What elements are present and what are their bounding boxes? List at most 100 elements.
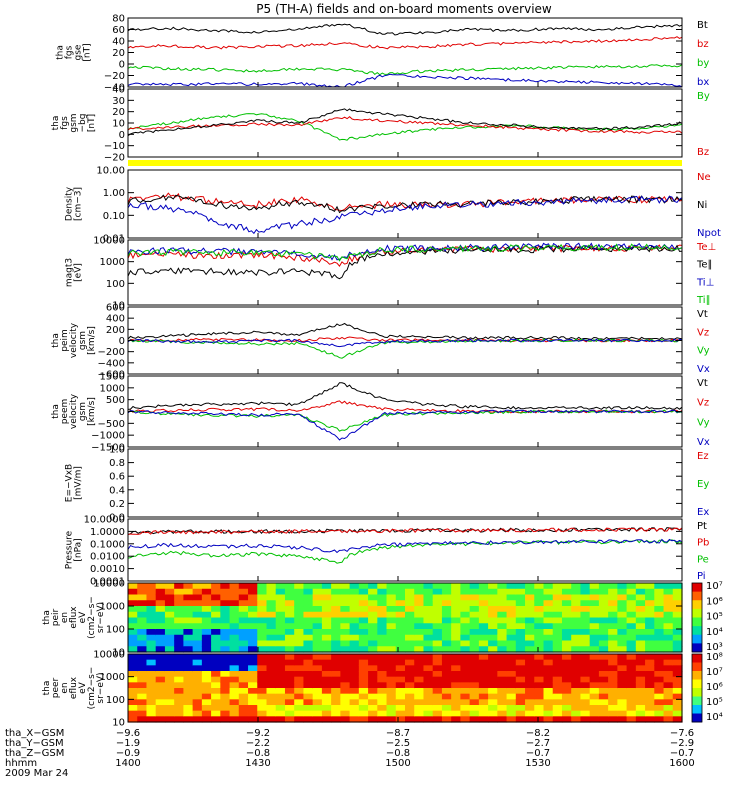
spectrogram-cell [571, 583, 582, 590]
spectrogram-cell [645, 682, 655, 689]
spectrogram-cell [469, 600, 480, 607]
spectrogram-cell [635, 611, 646, 619]
spectrogram-cell [183, 623, 194, 630]
spectrogram-cell [183, 654, 194, 661]
spectrogram-cell [635, 688, 646, 695]
spectrogram-cell [460, 693, 471, 700]
spectrogram-cell [312, 659, 323, 666]
spectrogram-cell [294, 688, 305, 695]
spectrogram-cell [451, 583, 461, 590]
spectrogram-cell [423, 617, 434, 624]
spectrogram-cell [303, 716, 314, 723]
spectrogram-cell [460, 611, 471, 619]
spectrogram-cell [386, 640, 397, 647]
spectrogram-cell [137, 693, 148, 700]
spectrogram-cell [155, 671, 166, 678]
spectrogram-cell [561, 705, 572, 712]
spectrogram-cell [414, 640, 425, 647]
spectrogram-cell [146, 623, 157, 630]
spectrogram-cell [192, 659, 203, 666]
spectrogram-cell [395, 617, 406, 624]
spectrogram-cell [645, 671, 655, 678]
spectrogram-cell [368, 688, 378, 695]
spectrogram-cell [174, 646, 184, 653]
spectrogram-cell [303, 693, 314, 700]
spectrogram-cell [183, 600, 194, 607]
spectrogram-cell [608, 640, 618, 647]
spectrogram-cell [608, 693, 618, 700]
spectrogram-cell [368, 682, 378, 689]
spectrogram-cell [275, 671, 286, 678]
spectrogram-cell [128, 611, 138, 619]
spectrogram-cell [128, 710, 138, 717]
spectrogram-cell [515, 705, 526, 712]
spectrogram-cell [552, 699, 563, 706]
spectrogram-cell [635, 606, 646, 613]
spectrogram-cell [238, 617, 249, 624]
spectrogram-cell [543, 688, 554, 695]
spectrogram-cell [349, 716, 360, 723]
spectrogram-cell [275, 629, 286, 636]
spectrogram-cell [284, 634, 295, 642]
spectrogram-cell [645, 710, 655, 717]
spectrogram-cell [294, 640, 305, 647]
spectrogram-cell [571, 665, 582, 672]
spectrogram-cell [331, 623, 341, 630]
spectrogram-cell [257, 611, 268, 619]
y-axis-label: gse [74, 44, 84, 60]
y-tick-label: 20 [112, 48, 125, 59]
spectrogram-cell [525, 594, 535, 601]
y-tick-label: 20 [112, 107, 125, 118]
spectrogram-cell [645, 600, 655, 607]
spectrogram-cell [552, 623, 563, 630]
spectrogram-cell [506, 693, 517, 700]
spectrogram-cell [137, 705, 148, 712]
spectrogram-cell [506, 623, 517, 630]
spectrogram-cell [137, 629, 148, 636]
spectrogram-cell [349, 600, 360, 607]
y-axis-label: peem [60, 399, 70, 425]
spectrogram-cell [137, 699, 148, 706]
spectrogram-cell [192, 693, 203, 700]
spectrogram-cell [423, 588, 434, 596]
colorbar-tick-label: 10⁵ [706, 612, 723, 623]
spectrogram-cell [617, 682, 628, 689]
spectrogram-cell [552, 665, 563, 672]
spectrogram-cell [441, 646, 452, 653]
spectrogram-cell [321, 634, 332, 642]
spectrogram-cell [552, 682, 563, 689]
spectrogram-cell [515, 659, 526, 666]
spectrogram-cell [377, 705, 388, 712]
spectrogram-cell [284, 710, 295, 717]
spectrogram-cell [321, 611, 332, 619]
spectrogram-cell [395, 665, 406, 672]
y-axis-label: gsm [78, 331, 88, 350]
spectrogram-cell [441, 583, 452, 590]
spectrogram-cell [349, 623, 360, 630]
spectrogram-cell [617, 705, 628, 712]
spectrogram-cell [284, 659, 295, 666]
spectrogram-cell [220, 646, 231, 653]
spectrogram-cell [488, 646, 498, 653]
spectrogram-cell [515, 710, 526, 717]
spectrogram-cell [174, 699, 184, 706]
spectrogram-cell [423, 583, 434, 590]
spectrogram-cell [543, 617, 554, 624]
spectrogram-cell [192, 688, 203, 695]
spectrogram-cell [137, 634, 148, 642]
spectrogram-cell [617, 693, 628, 700]
spectrogram-cell [488, 600, 498, 607]
y-tick-label: 30 [112, 96, 125, 107]
spectrogram-cell [201, 634, 212, 642]
spectrogram-cell [395, 629, 406, 636]
spectrogram-cell [386, 600, 397, 607]
spectrogram-cell [663, 588, 674, 596]
spectrogram-cell [377, 646, 388, 653]
y-axis-label: sr−eV) [96, 672, 106, 703]
spectrogram-cell [663, 710, 674, 717]
spectrogram-cell [128, 594, 138, 601]
spectrogram-cell [266, 665, 277, 672]
spectrogram-cell [598, 699, 609, 706]
spectrogram-cell [257, 699, 268, 706]
